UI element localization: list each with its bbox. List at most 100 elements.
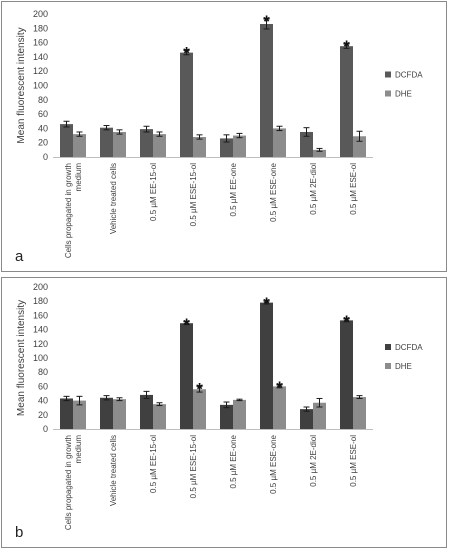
error-bar (116, 397, 123, 402)
x-tick-label: 0.5 µM ESE-15-ol (189, 163, 198, 227)
y-tick-label: 100 (33, 353, 48, 363)
error-bar (196, 385, 203, 393)
significance-star: * (343, 312, 350, 331)
x-tick-label: 0.5 µM ESE-one (269, 434, 278, 493)
x-tick-label-line: 0.5 µM ESE-one (269, 162, 278, 221)
error-bar (236, 398, 243, 402)
significance-star: * (263, 12, 270, 31)
y-tick-label: 200 (33, 9, 48, 19)
error-bar (116, 129, 123, 135)
x-tick-label: Vehicle treated cells (109, 163, 118, 234)
error-bar (183, 49, 190, 56)
error-bar (63, 120, 70, 128)
legend: DCFDA DHE (385, 71, 423, 99)
legend-label: DHE (395, 90, 412, 99)
error-bar (156, 131, 163, 137)
bar (340, 320, 353, 429)
error-bar (263, 18, 270, 30)
error-bar (143, 390, 150, 399)
bar (300, 409, 313, 429)
error-bar (316, 147, 323, 152)
x-tick-label: 0.5 µM EE-15-ol (149, 163, 158, 221)
x-tick-label-line: 0.5 µM EE-15-ol (149, 163, 158, 221)
error-bar (63, 395, 70, 402)
bar (113, 131, 126, 157)
significance-star: * (196, 379, 203, 398)
significance-star: * (183, 315, 190, 334)
error-bar (276, 384, 283, 389)
y-tick-label: 80 (38, 367, 48, 377)
x-tick-label-line: 0.5 µM ESE-one (269, 434, 278, 493)
bar (193, 136, 206, 157)
bar (140, 129, 153, 157)
legend: DCFDA DHE (385, 343, 423, 371)
x-tick-label: 0.5 µM 2E-diol (309, 163, 318, 215)
bar (260, 24, 273, 158)
error-bar (263, 300, 270, 305)
error-bar (276, 125, 283, 132)
x-tick-label-line: 0.5 µM 2E-diol (309, 163, 318, 215)
significance-star: * (343, 37, 350, 56)
bar (313, 402, 326, 429)
bar (233, 399, 246, 429)
legend-label: DCFDA (395, 71, 423, 80)
x-tick-label: Vehicle treated cells (109, 435, 118, 506)
bar (180, 323, 193, 429)
legend-swatch (385, 363, 391, 369)
y-tick-label: 0 (43, 152, 48, 162)
x-tick-label: 0.5 µM EE-one (229, 434, 238, 488)
y-tick-label: 140 (33, 325, 48, 335)
y-tick-label: 180 (33, 296, 48, 306)
significance-star: * (183, 43, 190, 62)
y-axis: 0 20 40 60 80 100 120 140 160 180 200 (33, 9, 48, 162)
error-bar (196, 134, 203, 140)
bar (353, 397, 366, 429)
bar (193, 389, 206, 429)
error-bar (303, 406, 310, 412)
error-bar (343, 318, 350, 323)
significance-star: * (263, 294, 270, 313)
x-tick-label: Cells propagated in growthmedium (64, 163, 83, 259)
x-tick-label: 0.5 µM EE-15-ol (149, 435, 158, 493)
bar (273, 386, 286, 429)
x-tick-label: 0.5 µM ESE-ol (349, 163, 358, 215)
error-bar (183, 321, 190, 326)
x-tick-label: Cells propagated in growthmedium (64, 435, 83, 531)
error-bar (76, 395, 83, 406)
legend-label: DHE (395, 362, 412, 371)
y-axis-label: Mean fluorescent intensity (16, 300, 27, 416)
bar (153, 404, 166, 429)
y-tick-label: 180 (33, 23, 48, 33)
y-tick-label: 140 (33, 52, 48, 62)
y-axis: 0 20 40 60 80 100 120 140 160 180 200 (33, 282, 48, 434)
chart-panel-b: 0 20 40 60 80 100 120 140 160 180 200 Mean fluoresc… (1, 277, 447, 548)
bar (140, 394, 153, 429)
x-tick-label: 0.5 µM ESE-ol (349, 435, 358, 487)
y-tick-label: 20 (38, 410, 48, 420)
x-tick-label-line: 0.5 µM ESE-ol (349, 163, 358, 215)
bar (73, 400, 86, 429)
bar (113, 399, 126, 429)
y-axis-label: Mean fluorescent intensity (16, 27, 27, 143)
error-bar (223, 401, 230, 409)
error-bar (143, 125, 150, 133)
bar (313, 149, 326, 157)
chart-panel-a: 0 20 40 60 80 100 120 140 160 180 200 Mean fluoresc… (1, 1, 447, 272)
y-tick-label: 60 (38, 381, 48, 391)
y-tick-label: 100 (33, 81, 48, 91)
y-tick-label: 160 (33, 310, 48, 320)
error-bar (103, 395, 110, 401)
y-tick-label: 120 (33, 339, 48, 349)
x-tick-label-line: 0.5 µM EE-15-ol (149, 435, 158, 493)
error-bar (356, 130, 363, 142)
x-tick-label-line: medium (74, 435, 83, 464)
x-tick-label-line: medium (74, 163, 83, 192)
bar (220, 138, 233, 157)
error-bar (76, 131, 83, 137)
error-bar (103, 125, 110, 131)
legend-swatch (385, 71, 391, 78)
x-tick-label-line: Vehicle treated cells (109, 435, 118, 506)
x-tick-label-line: 0.5 µM 2E-diol (309, 435, 318, 487)
y-tick-label: 0 (43, 424, 48, 434)
